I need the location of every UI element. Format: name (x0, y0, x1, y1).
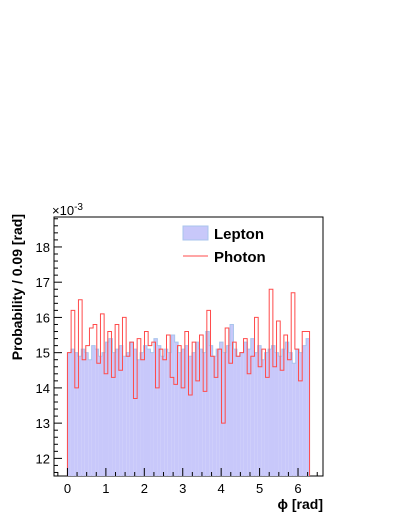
lepton-bin (274, 352, 279, 476)
y-tick-label: 12 (36, 451, 50, 466)
lepton-bin (140, 352, 144, 476)
lepton-bin (181, 349, 186, 476)
lepton-bin (167, 352, 172, 476)
y-tick-label: 13 (36, 416, 50, 431)
lepton-bin (243, 342, 248, 476)
lepton-bin (174, 342, 179, 476)
lepton-bin (185, 345, 189, 476)
y-tick-label: 15 (36, 346, 50, 361)
lepton-bin (126, 352, 130, 476)
lepton-bin (188, 356, 192, 476)
lepton-bin (143, 345, 147, 476)
lepton-bin (70, 349, 75, 476)
lepton-bin (278, 356, 282, 476)
lepton-bin (306, 338, 310, 476)
x-tick-label: 1 (102, 481, 109, 496)
lepton-bin (146, 349, 151, 476)
lepton-bin (153, 338, 158, 476)
lepton-bin (164, 349, 168, 476)
lepton-bin (91, 345, 96, 476)
x-axis-title: ϕ [rad] (278, 496, 324, 512)
photon-line (66, 288, 311, 476)
lepton-bin (157, 345, 161, 476)
lepton-bin (205, 331, 210, 476)
lepton-bin (202, 352, 206, 476)
legend-label-photon: Photon (214, 249, 266, 266)
lepton-bin (254, 352, 258, 476)
lepton-bin (250, 338, 255, 476)
lepton-bin (171, 335, 175, 476)
lepton-bin (77, 356, 82, 476)
lepton-bin (198, 349, 203, 476)
y-multiplier-exponent: -3 (74, 202, 83, 213)
lepton-bin (81, 349, 85, 476)
lepton-bin (226, 345, 231, 476)
lepton-bin (302, 345, 307, 476)
lepton-bin (160, 356, 165, 476)
lepton-bin (67, 352, 71, 476)
legend-swatch-lepton (182, 225, 209, 241)
lepton-bin (178, 352, 182, 476)
x-tick-label: 2 (141, 481, 148, 496)
lepton-bin (257, 345, 262, 476)
lepton-bin (299, 352, 303, 476)
lepton-bin (150, 352, 154, 476)
lepton-histogram (66, 323, 311, 476)
lepton-bin (95, 349, 99, 476)
x-tick-label: 0 (64, 481, 71, 496)
lepton-bin (292, 363, 296, 476)
lepton-bin (191, 352, 196, 476)
y-axis-title: Probability / 0.09 [rad] (9, 214, 25, 360)
y-multiplier-base: ×10 (52, 203, 74, 218)
lepton-bin (268, 349, 272, 476)
lepton-bin (240, 352, 244, 476)
lepton-bin (133, 349, 137, 476)
lepton-bin (136, 359, 141, 476)
lepton-bin (98, 356, 103, 476)
x-tick-label: 3 (179, 481, 186, 496)
lepton-bin (119, 345, 123, 476)
lepton-bin (216, 349, 220, 476)
lepton-bin (233, 349, 237, 476)
lepton-bin (108, 338, 113, 476)
x-tick-label: 6 (294, 481, 301, 496)
lepton-bin (112, 352, 116, 476)
lepton-bin (115, 349, 120, 476)
lepton-bin (295, 349, 300, 476)
lepton-bin (212, 356, 217, 476)
y-axis-ticks: 12 13 14 15 16 17 18 (36, 218, 62, 473)
legend-label-lepton: Lepton (214, 226, 264, 243)
lepton-bin (195, 342, 199, 476)
lepton-bin (88, 359, 92, 476)
lepton-bin (271, 345, 275, 476)
lepton-bin (264, 352, 269, 476)
y-axis-multiplier: ×10-3 (52, 202, 83, 218)
lepton-bin (230, 324, 234, 476)
lepton-bin (122, 356, 127, 476)
lepton-bin (285, 342, 289, 476)
x-tick-label: 5 (256, 481, 263, 496)
lepton-bin (236, 356, 241, 476)
photon-histogram (66, 288, 311, 476)
x-axis-ticks: 0 1 2 3 4 5 6 (57, 468, 318, 496)
y-tick-label: 17 (36, 275, 50, 290)
y-tick-label: 16 (36, 310, 50, 325)
lepton-bin (261, 359, 265, 476)
y-tick-label: 18 (36, 240, 50, 255)
lepton-bin (281, 349, 286, 476)
lepton-bin (209, 345, 213, 476)
x-tick-label: 4 (218, 481, 225, 496)
lepton-bin (129, 342, 134, 476)
lepton-bin (74, 352, 78, 476)
legend: Lepton Photon (182, 225, 266, 266)
lepton-bin (102, 352, 106, 476)
lepton-bin (84, 352, 89, 476)
lepton-bin (288, 352, 293, 476)
lepton-bin (247, 349, 251, 476)
y-tick-label: 14 (36, 381, 50, 396)
lepton-bin (105, 342, 109, 476)
